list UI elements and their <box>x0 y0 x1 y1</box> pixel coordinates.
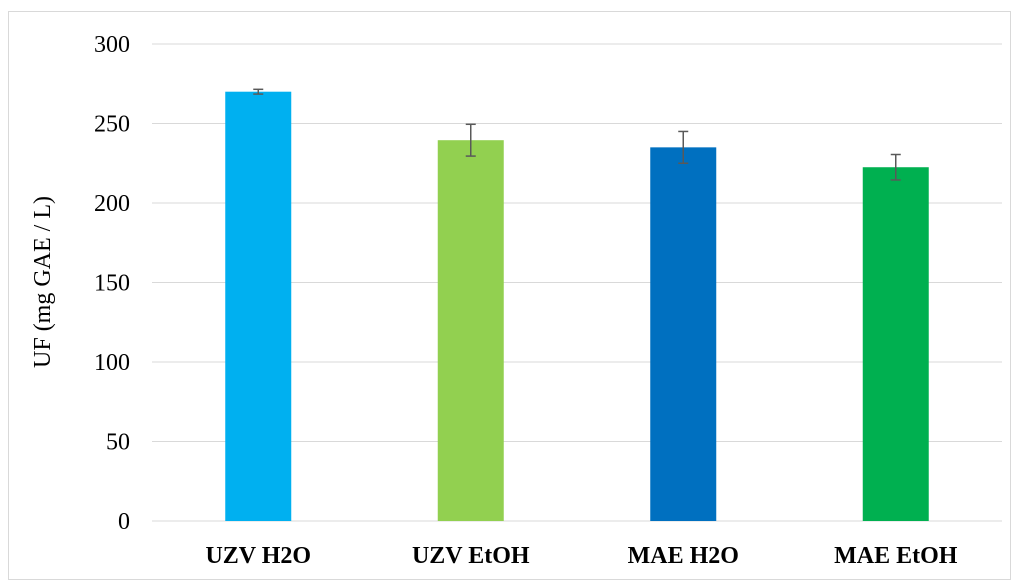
y-tick-label: 150 <box>94 271 130 297</box>
error-bar <box>465 123 476 157</box>
y-tick-label: 250 <box>94 112 130 138</box>
x-category-label: UZV H2O <box>205 543 311 569</box>
bar-uzv-etoh <box>437 140 504 521</box>
x-category-label: MAE EtOH <box>834 543 958 569</box>
x-axis-category-labels: UZV H2O UZV EtOH MAE H2O MAE EtOH <box>205 543 957 569</box>
error-bar <box>678 130 689 164</box>
bar-uzv-h2o <box>225 91 292 521</box>
x-category-label: MAE H2O <box>628 543 739 569</box>
error-bar <box>890 153 901 181</box>
bars <box>225 91 929 521</box>
bar-mae-etoh <box>862 167 929 521</box>
y-tick-label: 0 <box>118 509 130 535</box>
error-bars <box>253 88 901 181</box>
y-tick-label: 300 <box>94 32 130 58</box>
error-bar <box>253 88 264 95</box>
y-axis-tick-labels: 0 50 100 150 200 250 300 <box>94 32 130 535</box>
gridlines <box>152 43 1002 522</box>
chart-frame <box>8 11 1011 580</box>
x-category-label: UZV EtOH <box>412 543 530 569</box>
y-axis-title: UF (mg GAE / L) <box>30 196 56 368</box>
y-tick-label: 200 <box>94 191 130 217</box>
y-tick-label: 100 <box>94 350 130 376</box>
bar-mae-h2o <box>650 147 717 521</box>
y-tick-label: 50 <box>106 430 130 456</box>
